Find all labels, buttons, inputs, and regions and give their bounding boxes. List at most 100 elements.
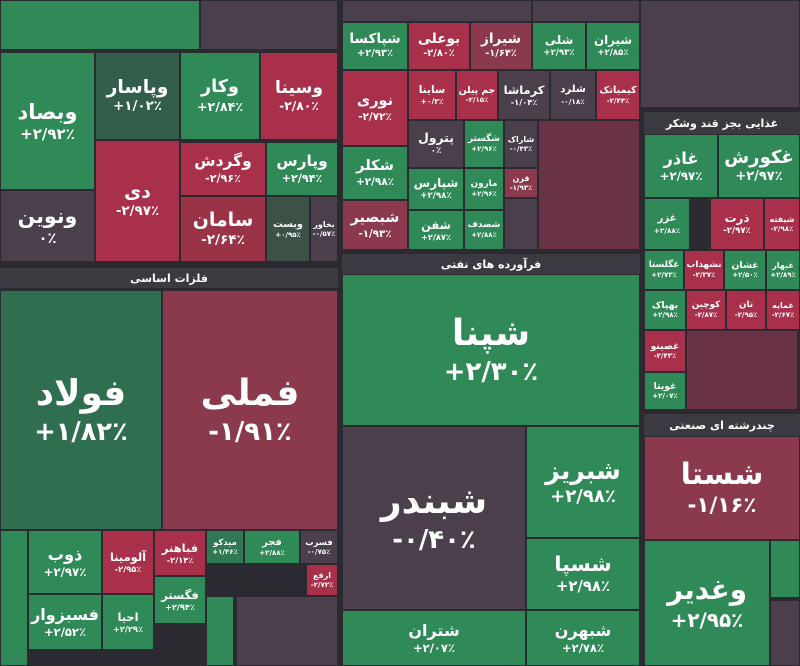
stock-name: شپنا	[451, 313, 531, 355]
stock-name: فسرب	[305, 537, 333, 548]
stock-change: +۲/۹۶٪	[471, 190, 497, 199]
stock-change: +۲/۹۸٪	[355, 175, 395, 188]
stock-change: -۲/۳۷٪	[692, 271, 716, 280]
stock-name: شاراک	[507, 134, 535, 144]
stock-change: -۰/۴۰٪	[392, 525, 476, 556]
stock-tile: شاراک -۰/۴۳٪	[504, 120, 538, 168]
stock-change: -۲/۹۷٪	[115, 204, 160, 220]
stock-change: -۲/۹۵٪	[734, 311, 758, 320]
stock-name: وسینا	[275, 77, 323, 98]
stock-change: +۲/۹۸٪	[420, 191, 452, 202]
stock-tile: غزر +۲/۸۸٪	[644, 198, 690, 250]
stock-name: قرن	[512, 173, 530, 183]
stock-name: غویتا	[653, 380, 677, 392]
stock-change: +۲/۲۹٪	[113, 624, 143, 634]
stock-name: فباهنر	[161, 540, 199, 555]
stock-name: شبصیر	[350, 209, 400, 226]
stock-change: +۲/۹۳٪	[357, 48, 393, 60]
stock-name: تان	[738, 300, 754, 311]
stock-tile: وکار +۲/۸۴٪	[180, 52, 260, 140]
stock-change: -۲/۴۳٪	[653, 352, 677, 361]
filler-tile	[504, 198, 538, 250]
stock-tile: غصینو -۲/۴۳٪	[644, 330, 686, 372]
stock-change: +۲/۷۸٪	[562, 640, 604, 655]
stock-tile: شستا -۱/۱۶٪	[644, 436, 800, 540]
stock-name: دی	[124, 181, 151, 203]
stock-change: -۱/۹۳٪	[509, 183, 533, 192]
stock-tile: جم پیلن -۲/۱۵٪	[456, 70, 498, 120]
stock-name: شپارس	[413, 176, 459, 191]
stock-tile: شلرد -۰/۱۸٪	[550, 70, 596, 120]
stock-name: وبست	[273, 218, 303, 230]
stock-name: وپاسار	[106, 76, 169, 98]
stock-change: -۲/۴۴٪	[606, 96, 630, 105]
stock-change: -۲/۸۰٪	[423, 48, 455, 60]
stock-name: غاذر	[663, 148, 699, 168]
stock-name: سامان	[192, 208, 254, 231]
stock-tile: مارون +۲/۹۶٪	[464, 168, 504, 210]
stock-name: بهپاک	[651, 299, 679, 311]
filler-tile	[686, 330, 798, 410]
filler-tile	[770, 540, 800, 598]
stock-change: -۱/۱۶٪	[687, 493, 757, 519]
stock-tile: میدکو +۱/۴۶٪	[206, 530, 244, 564]
stock-tile: بوعلی -۲/۸۰٪	[408, 22, 470, 70]
stock-name: شتران	[408, 620, 460, 640]
filler-tile	[770, 600, 800, 666]
stock-name: ارفع	[312, 570, 332, 580]
stock-change: +۲/۹۴٪	[281, 171, 323, 185]
stock-change: +۲/۸۸٪	[653, 225, 681, 235]
stock-tile: نوری -۲/۷۲٪	[342, 70, 408, 146]
stock-name: غبهار	[772, 260, 794, 270]
stock-tile: شلی +۲/۹۳٪	[532, 22, 586, 70]
stock-name: وگردش	[194, 152, 252, 171]
stock-tile: شفن +۲/۸۷٪	[408, 210, 464, 250]
stock-tile: شبصیر -۱/۹۳٪	[342, 200, 408, 250]
filler-tile	[206, 596, 234, 666]
stock-name: شیراز	[481, 31, 521, 48]
filler-tile	[0, 0, 200, 50]
stock-change: -۰/۷۵٪	[307, 547, 331, 556]
stock-tile: کوچین -۲/۸۷٪	[686, 290, 726, 330]
stock-tile: غگلستا +۲/۷۳٪	[644, 250, 684, 290]
stock-tile: پترول ۰٪	[408, 120, 464, 168]
stock-change: +۲/۳۰٪	[443, 357, 539, 388]
stock-tile: غشان +۲/۵۰٪	[724, 250, 766, 290]
stock-change: +۲/۸۵٪	[597, 48, 629, 59]
stock-name: مارون	[470, 179, 498, 190]
stock-name: ونوین	[17, 203, 78, 228]
stock-name: فولاد	[35, 372, 127, 414]
stock-tile: وپارس +۲/۹۴٪	[266, 142, 338, 196]
stock-change: -۲/۷۲٪	[358, 110, 392, 123]
stock-tile: شتران +۲/۰۷٪	[342, 610, 526, 666]
stock-tile: غاذر +۲/۹۷٪	[644, 134, 718, 198]
stock-name: شیفته	[769, 214, 795, 224]
stock-change: -۱/۹۱٪	[208, 417, 292, 448]
stock-name: ذرت	[724, 211, 750, 226]
stock-name: وبصاد	[17, 99, 78, 124]
stock-tile: غویتا +۲/۰۷٪	[644, 372, 686, 410]
stock-tile: شپنا +۲/۳۰٪	[342, 274, 640, 426]
stock-tile: شگستر +۲/۹۶٪	[464, 120, 504, 168]
filler-tile	[200, 0, 338, 50]
stock-change: +۱/۸۲٪	[34, 417, 128, 448]
stock-change: -۲/۷۲٪	[310, 580, 334, 589]
filler-tile	[538, 120, 640, 250]
stock-tile: شپارس +۲/۹۸٪	[408, 168, 464, 210]
stock-name: آلومینا	[109, 549, 147, 564]
stock-name: شبهرن	[554, 620, 612, 640]
stock-change: +۲/۵۰٪	[732, 271, 758, 280]
stock-name: شستا	[680, 457, 764, 493]
filler-tile	[342, 0, 532, 22]
stock-change: +۲/۹۷٪	[659, 168, 703, 183]
stock-change: +۲/۹۶٪	[471, 145, 497, 154]
stock-name: فملی	[200, 373, 300, 415]
stock-tile: شیفته -۲/۹۸٪	[764, 198, 800, 250]
stock-name: ساینا	[418, 83, 446, 96]
stock-tile: غمایه -۲/۶۷٪	[766, 290, 800, 330]
stock-tile: ذرت -۲/۹۷٪	[710, 198, 764, 250]
stock-name: کیمیاتک	[599, 84, 637, 96]
stock-tile: غبهار +۲/۸۹٪	[766, 250, 800, 290]
stock-tile: شبهرن +۲/۷۸٪	[526, 610, 640, 666]
stock-name: احیا	[117, 609, 139, 624]
